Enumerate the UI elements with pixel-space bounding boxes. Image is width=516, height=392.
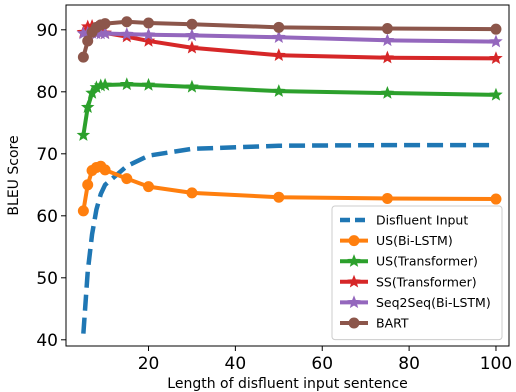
data-point-2-2 [85, 85, 99, 99]
data-point-1-1 [82, 179, 94, 191]
x-axis-label: Length of disfluent input sentence [167, 376, 407, 392]
data-point-5-5 [99, 18, 111, 30]
y-tick-label: 90 [36, 21, 58, 41]
plot-frame [65, 4, 510, 347]
axes-layer: 20 40 60 80 100 40 50 60 70 80 90 [36, 4, 512, 374]
data-point-2-8 [185, 79, 199, 93]
x-tick-label: 80 [398, 354, 420, 374]
y-tick-label: 60 [36, 207, 58, 227]
data-point-4-5 [98, 26, 112, 40]
legend: Disfluent Input US(Bi-LSTM) US(Transformer… [331, 205, 503, 341]
data-point-2-7 [141, 77, 156, 91]
data-point-5-9 [273, 21, 285, 33]
series-line-2 [81, 82, 498, 138]
data-point-2-1 [80, 100, 95, 114]
legend-label-2: US(Transformer) [376, 254, 478, 269]
data-point-5-6 [121, 16, 133, 28]
y-tick-label: 50 [36, 269, 58, 289]
data-point-3-10 [380, 50, 395, 64]
x-tick-label: 20 [138, 354, 160, 374]
data-point-2-5 [98, 77, 112, 91]
data-point-5-1 [82, 35, 94, 47]
data-point-4-11 [489, 34, 503, 48]
data-point-5-7 [143, 17, 155, 29]
data-point-2-0 [76, 128, 91, 141]
data-point-1-11 [490, 193, 502, 205]
legend-box [331, 205, 503, 341]
data-point-1-5 [99, 164, 111, 176]
data-point-4-10 [380, 33, 395, 47]
series-5 [77, 16, 502, 63]
legend-marker-4 [347, 295, 361, 309]
x-tick-label: 40 [225, 354, 247, 374]
data-point-4-6 [120, 27, 134, 40]
data-point-4-8 [185, 28, 199, 42]
legend-marker-3 [347, 274, 361, 288]
data-point-4-9 [272, 30, 286, 43]
legend-label-4: Seq2Seq(Bi-LSTM) [376, 295, 491, 310]
legend-label-0: Disfluent Input [376, 213, 468, 228]
data-point-3-11 [489, 51, 503, 65]
legend-marker-1 [348, 235, 360, 247]
data-point-3-8 [185, 40, 199, 54]
legend-label-5: BART [376, 316, 409, 331]
data-point-1-7 [143, 181, 155, 193]
series-layer [76, 16, 503, 334]
data-point-2-9 [272, 84, 286, 97]
data-point-3-7 [141, 33, 156, 47]
legend-marker-5 [348, 317, 360, 329]
data-point-5-11 [490, 23, 502, 35]
data-point-2-10 [380, 85, 395, 99]
y-tick-label: 40 [36, 331, 58, 351]
data-point-5-8 [186, 18, 198, 30]
series-1 [77, 160, 502, 217]
data-point-5-10 [381, 23, 393, 35]
x-tick-label: 60 [311, 354, 333, 374]
data-point-1-0 [77, 205, 89, 217]
data-point-3-9 [272, 48, 286, 61]
data-point-2-11 [489, 87, 503, 101]
data-point-4-7 [141, 27, 156, 41]
x-tick-label: 100 [480, 354, 512, 374]
legend-marker-2 [347, 254, 361, 267]
y-axis-label: BLEU Score [6, 135, 22, 215]
data-point-5-0 [77, 51, 89, 63]
y-tick-label: 80 [36, 83, 58, 103]
legend-label-1: US(Bi-LSTM) [376, 233, 453, 248]
data-point-1-8 [186, 187, 198, 199]
legend-label-3: SS(Transformer) [376, 274, 477, 289]
series-2 [76, 77, 503, 141]
data-point-1-6 [121, 173, 133, 185]
data-point-1-10 [381, 192, 393, 204]
data-point-1-9 [273, 191, 285, 203]
y-tick-label: 70 [36, 145, 58, 165]
data-point-2-6 [120, 77, 134, 91]
